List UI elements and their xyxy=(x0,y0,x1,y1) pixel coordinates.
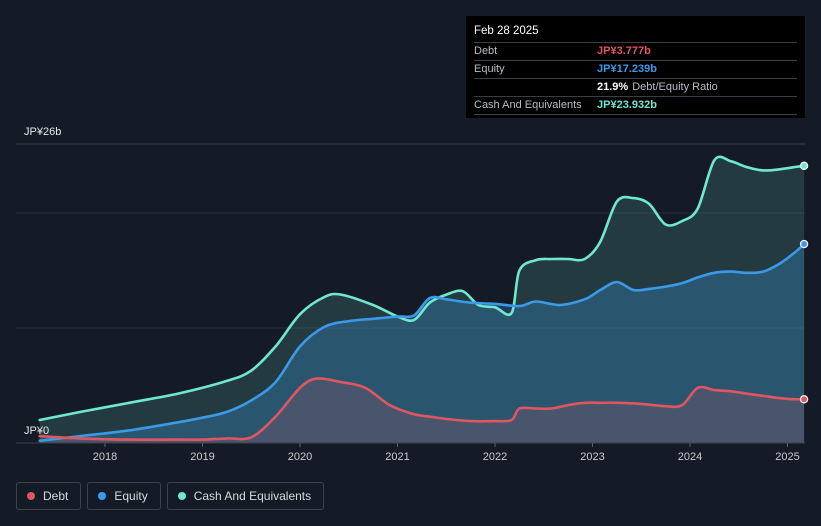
x-tick-label: 2025 xyxy=(775,451,799,463)
legend: Debt Equity Cash And Equivalents xyxy=(16,482,325,510)
legend-label-debt: Debt xyxy=(43,489,69,503)
tooltip-ratio-label: Debt/Equity Ratio xyxy=(632,81,718,93)
x-tick-label: 2021 xyxy=(385,451,409,463)
tooltip-panel: Feb 28 2025 Debt JP¥3.777b Equity JP¥17.… xyxy=(466,16,805,118)
x-tick-label: 2023 xyxy=(580,451,604,463)
tooltip-debt-label: Debt xyxy=(474,45,498,57)
tooltip-equity-value: JP¥17.239b xyxy=(597,63,657,75)
y-axis-top-label: JP¥26b xyxy=(24,126,62,138)
equity-area xyxy=(39,244,805,443)
tooltip-cash-value: JP¥23.932b xyxy=(597,99,657,111)
legend-item-cash[interactable]: Cash And Equivalents xyxy=(166,482,325,510)
cash-and-equivalents-area xyxy=(39,156,805,443)
y-axis-bottom-label: JP¥0 xyxy=(24,425,50,437)
cash-and-equivalents-line xyxy=(38,155,806,422)
legend-item-debt[interactable]: Debt xyxy=(16,482,82,510)
tooltip-row-equity: Equity JP¥17.239b xyxy=(474,60,797,78)
tooltip-date: Feb 28 2025 xyxy=(474,25,539,37)
equity-dot-icon xyxy=(98,492,107,500)
x-tick-label: 2024 xyxy=(678,451,702,463)
tooltip-cash-label: Cash And Equivalents xyxy=(474,99,582,111)
x-tick-label: 2018 xyxy=(93,451,117,463)
tooltip-equity-label: Equity xyxy=(474,63,505,75)
cash-dot-icon xyxy=(177,492,186,500)
x-tick-label: 2020 xyxy=(288,451,312,463)
legend-label-equity: Equity xyxy=(114,489,148,503)
tooltip-row-debt: Debt JP¥3.777b xyxy=(474,42,797,60)
x-tick-label: 2019 xyxy=(190,451,214,463)
legend-item-equity[interactable]: Equity xyxy=(87,482,161,510)
legend-label-cash: Cash And Equivalents xyxy=(193,489,312,503)
equity-end-marker xyxy=(799,239,809,249)
tooltip-debt-value: JP¥3.777b xyxy=(597,45,651,57)
debt-area xyxy=(39,378,805,443)
equity-line xyxy=(38,242,806,442)
x-tick-label: 2022 xyxy=(483,451,507,463)
debt-line xyxy=(38,377,806,441)
tooltip-row-ratio: 21.9% Debt/Equity Ratio xyxy=(474,78,797,96)
cash-and-equivalents-end-marker xyxy=(799,161,809,171)
debt-dot-icon xyxy=(27,492,35,500)
debt-end-marker xyxy=(799,395,809,404)
tooltip-row-cash: Cash And Equivalents JP¥23.932b xyxy=(474,96,797,115)
tooltip-ratio-percent: 21.9% xyxy=(597,81,629,93)
